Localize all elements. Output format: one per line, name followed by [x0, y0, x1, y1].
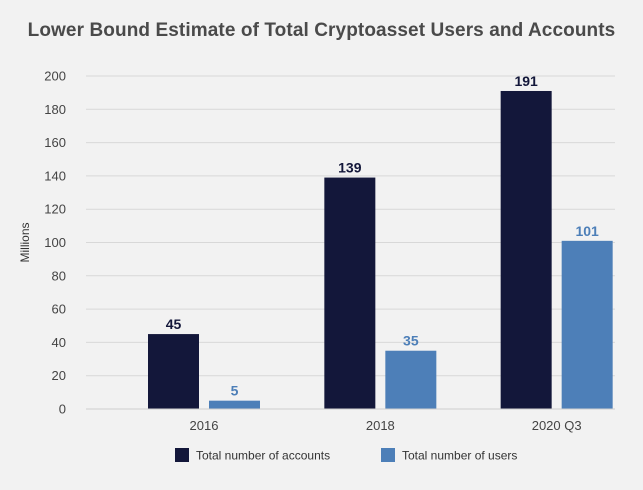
- y-tick-label: 40: [52, 335, 66, 350]
- y-tick-label: 60: [52, 302, 66, 317]
- bar-accounts: [500, 90, 552, 410]
- data-label: 45: [166, 316, 182, 332]
- y-tick-label: 160: [44, 135, 66, 150]
- legend-label: Total number of users: [402, 449, 517, 463]
- y-tick-label: 80: [52, 268, 66, 283]
- y-tick-label: 180: [44, 102, 66, 117]
- y-axis-label: Millions: [18, 222, 32, 262]
- data-label: 101: [575, 223, 599, 239]
- chart-title: Lower Bound Estimate of Total Cryptoasse…: [27, 20, 616, 41]
- bar-accounts: [148, 334, 199, 409]
- legend-swatch: [175, 448, 189, 462]
- y-tick-label: 20: [52, 368, 66, 383]
- bar-users: [209, 400, 260, 409]
- legend-label: Total number of accounts: [196, 449, 330, 463]
- y-tick-label: 140: [44, 168, 66, 183]
- data-label: 191: [514, 73, 538, 89]
- y-tick-label: 120: [44, 202, 66, 217]
- data-label: 5: [231, 383, 239, 399]
- bar-users: [561, 240, 613, 409]
- data-label: 139: [338, 160, 362, 176]
- y-tick-label: 200: [44, 69, 66, 84]
- bar-accounts: [324, 177, 376, 409]
- data-label: 35: [403, 333, 419, 349]
- x-tick-label: 2018: [366, 418, 395, 433]
- bar-users: [385, 350, 437, 409]
- legend-swatch: [381, 448, 395, 462]
- y-tick-label: 100: [44, 235, 66, 250]
- x-tick-label: 2016: [190, 418, 219, 433]
- y-tick-label: 0: [59, 402, 66, 417]
- x-tick-label: 2020 Q3: [532, 418, 582, 433]
